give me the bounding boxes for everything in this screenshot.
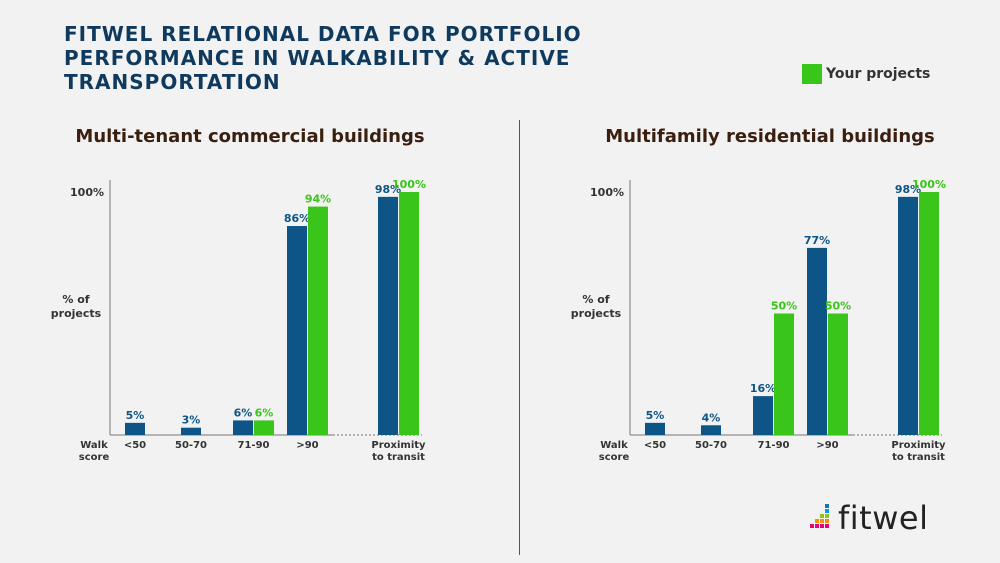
y-axis-label-multi-tenant: % of [62, 293, 89, 306]
legend-label-your-projects: Your projects [826, 66, 931, 82]
chart-title-multifamily: Multifamily residential buildings [605, 126, 935, 147]
your-projects-bar-multifamily [774, 313, 794, 435]
benchmark-bar-multifamily [807, 247, 827, 435]
fitwel-logo-text: fitwel [838, 499, 929, 537]
benchmark-bar-multifamily [701, 425, 721, 435]
benchmark-bar-multi-tenant [378, 196, 398, 435]
your-projects-data-label-multi-tenant: 94% [305, 193, 331, 206]
fitwel-logo: fitwel [810, 500, 928, 536]
x-tick-label-multi-tenant: Proximity [371, 440, 426, 451]
legend-swatch-your-projects [802, 64, 822, 84]
benchmark-data-label-multifamily: 98% [895, 183, 921, 196]
title-line-1: FITWEL RELATIONAL DATA FOR PORTFOLIO [64, 22, 582, 46]
y-axis-label-multifamily: projects [571, 307, 622, 320]
x-tick-label-multifamily: >90 [816, 440, 838, 451]
title-line-2: PERFORMANCE IN WALKABILITY & ACTIVE [64, 46, 571, 70]
x-axis-label-multi-tenant: score [79, 452, 110, 463]
benchmark-data-label-multi-tenant: 6% [234, 406, 253, 419]
chart-title-multi-tenant: Multi-tenant commercial buildings [75, 126, 425, 147]
benchmark-data-label-multi-tenant: 5% [126, 409, 145, 422]
benchmark-bar-multi-tenant [125, 422, 145, 435]
y-tick-label-multi-tenant: 100% [70, 186, 104, 199]
x-axis-label-multifamily: Walk [600, 440, 628, 451]
x-tick-label-multi-tenant: 71-90 [238, 440, 270, 451]
chart-divider [519, 120, 520, 555]
benchmark-bar-multi-tenant [181, 427, 201, 435]
chart-multifamily: Multifamily residential buildings 100% % … [520, 120, 1000, 470]
x-tick-label-multifamily: <50 [644, 440, 666, 451]
page-title: FITWEL RELATIONAL DATA FOR PORTFOLIO PER… [64, 22, 584, 94]
x-tick-label-multifamily: 50-70 [695, 440, 727, 451]
title-line-3: TRANSPORTATION [64, 70, 281, 94]
benchmark-data-label-multifamily: 5% [646, 409, 665, 422]
benchmark-data-label-multifamily: 77% [804, 234, 830, 247]
your-projects-bar-multi-tenant [399, 192, 419, 435]
y-tick-label-multifamily: 100% [590, 186, 624, 199]
x-tick-label-multifamily: 71-90 [758, 440, 790, 451]
benchmark-data-label-multi-tenant: 3% [182, 414, 201, 427]
x-axis-label-multifamily: score [599, 452, 630, 463]
benchmark-bar-multifamily [645, 422, 665, 435]
your-projects-bar-multifamily [828, 313, 848, 435]
your-projects-data-label-multifamily: 50% [771, 300, 797, 313]
x-tick-label-multi-tenant: to transit [372, 452, 425, 463]
your-projects-data-label-multifamily: 50% [825, 300, 851, 313]
x-tick-label-multi-tenant: >90 [296, 440, 318, 451]
your-projects-data-label-multifamily: 100% [912, 178, 946, 191]
your-projects-data-label-multi-tenant: 6% [255, 406, 274, 419]
benchmark-data-label-multi-tenant: 86% [284, 212, 310, 225]
benchmark-data-label-multifamily: 4% [702, 411, 721, 424]
benchmark-data-label-multi-tenant: 98% [375, 183, 401, 196]
y-axis-label-multifamily: % of [582, 293, 609, 306]
your-projects-bar-multi-tenant [254, 420, 274, 435]
x-tick-label-multifamily: Proximity [891, 440, 946, 451]
chart-multi-tenant: Multi-tenant commercial buildings 100% % … [0, 120, 500, 470]
y-axis-label-multi-tenant: projects [51, 307, 102, 320]
benchmark-bar-multi-tenant [233, 420, 253, 435]
x-tick-label-multi-tenant: 50-70 [175, 440, 207, 451]
x-tick-label-multi-tenant: <50 [124, 440, 146, 451]
your-projects-bar-multi-tenant [308, 206, 328, 435]
your-projects-data-label-multi-tenant: 100% [392, 178, 426, 191]
benchmark-bar-multifamily [898, 196, 918, 435]
benchmark-bar-multifamily [753, 396, 773, 435]
legend: Your projects [802, 64, 930, 84]
your-projects-bar-multifamily [919, 192, 939, 435]
x-axis-label-multi-tenant: Walk [80, 440, 108, 451]
benchmark-bar-multi-tenant [287, 226, 307, 435]
benchmark-data-label-multifamily: 16% [750, 382, 776, 395]
fitwel-logo-icon [810, 504, 829, 528]
x-tick-label-multifamily: to transit [892, 452, 945, 463]
